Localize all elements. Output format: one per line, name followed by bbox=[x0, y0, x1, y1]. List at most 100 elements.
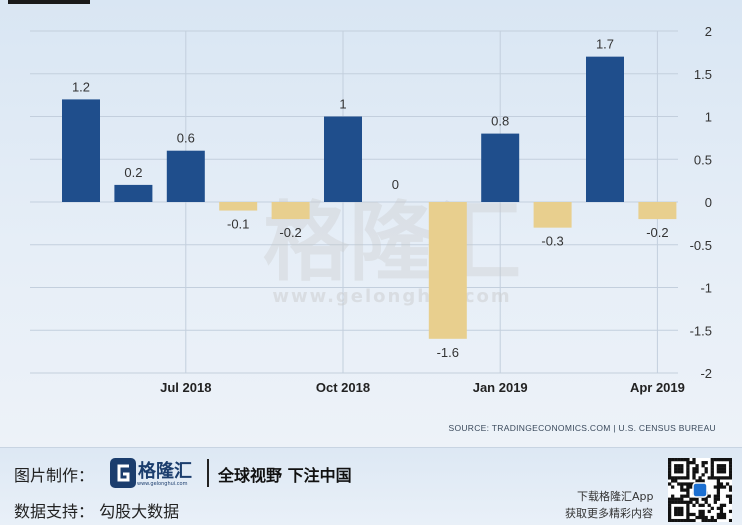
qr-module bbox=[689, 512, 693, 517]
x-tick-label: Jan 2019 bbox=[473, 380, 528, 395]
qr-module bbox=[680, 485, 684, 489]
footer-divider bbox=[207, 459, 209, 487]
qr-module bbox=[683, 500, 687, 504]
qr-module bbox=[686, 494, 690, 498]
x-tick-label: Oct 2018 bbox=[316, 380, 370, 395]
qr-module bbox=[719, 482, 724, 486]
qr-module bbox=[686, 512, 690, 517]
qr-module bbox=[671, 497, 675, 501]
qr-module bbox=[713, 497, 717, 501]
data-label: 0 bbox=[392, 177, 399, 192]
qr-module bbox=[686, 488, 690, 492]
qr-module bbox=[701, 473, 705, 477]
qr-module bbox=[674, 470, 678, 474]
qr-module bbox=[701, 464, 705, 468]
qr-module bbox=[719, 509, 724, 514]
qr-module bbox=[707, 518, 711, 522]
qr-module bbox=[668, 464, 672, 468]
qr-center-logo bbox=[692, 482, 708, 498]
qr-module bbox=[683, 476, 687, 480]
qr-module bbox=[704, 518, 708, 522]
qr-module bbox=[692, 512, 696, 517]
qr-module bbox=[716, 467, 721, 471]
qr-code-icon[interactable] bbox=[668, 458, 732, 522]
data-support-label: 数据支持： 勾股大数据 bbox=[14, 502, 180, 521]
y-axis-ticks: 2 1.5 1 0.5 0 -0.5 -1 -1.5 -2 bbox=[690, 24, 712, 381]
qr-module bbox=[692, 497, 696, 501]
qr-module bbox=[686, 515, 690, 520]
qr-module bbox=[719, 512, 724, 517]
app-download-text: 下载格隆汇App bbox=[577, 490, 654, 503]
qr-module bbox=[719, 464, 724, 468]
qr-module bbox=[716, 488, 721, 492]
source-note: SOURCE: TRADINGECONOMICS.COM | U.S. CENS… bbox=[448, 423, 716, 433]
qr-module bbox=[671, 485, 675, 489]
qr-module bbox=[707, 503, 711, 507]
qr-module bbox=[707, 494, 711, 498]
data-label: -0.1 bbox=[227, 217, 249, 232]
qr-module bbox=[674, 467, 678, 471]
footer: 图片制作： 格隆汇 www.gelonghui.com 全球视野 下注中国 数据… bbox=[0, 447, 742, 525]
qr-module bbox=[677, 518, 681, 522]
qr-module bbox=[713, 500, 717, 504]
qr-module bbox=[722, 485, 727, 489]
qr-module bbox=[686, 503, 690, 507]
qr-module bbox=[674, 500, 678, 504]
bar bbox=[114, 184, 153, 202]
qr-module bbox=[701, 509, 705, 514]
qr-module bbox=[710, 470, 714, 474]
qr-module bbox=[668, 470, 672, 474]
x-tick-label: Jul 2018 bbox=[160, 380, 211, 395]
y-tick-label: -2 bbox=[700, 366, 712, 381]
qr-module bbox=[677, 482, 681, 486]
qr-module bbox=[677, 470, 681, 474]
qr-module bbox=[713, 518, 717, 522]
qr-module bbox=[695, 497, 699, 501]
qr-module bbox=[686, 473, 690, 477]
qr-module bbox=[680, 464, 684, 468]
qr-module bbox=[668, 503, 672, 507]
x-tick-label: Apr 2019 bbox=[630, 380, 685, 395]
qr-module bbox=[701, 515, 705, 520]
brand-name: 格隆汇 bbox=[138, 461, 192, 482]
qr-module bbox=[689, 482, 693, 486]
qr-module bbox=[686, 500, 690, 504]
qr-module bbox=[704, 515, 708, 520]
qr-module bbox=[689, 497, 693, 501]
qr-module bbox=[674, 509, 678, 514]
data-label: 1.7 bbox=[596, 37, 614, 52]
qr-module bbox=[680, 458, 684, 462]
qr-module bbox=[716, 464, 721, 468]
qr-module bbox=[692, 470, 696, 474]
qr-module bbox=[695, 515, 699, 520]
qr-module bbox=[722, 464, 727, 468]
data-label: 0.6 bbox=[177, 131, 195, 146]
qr-module bbox=[719, 503, 724, 507]
qr-module bbox=[695, 470, 699, 474]
qr-module bbox=[713, 494, 717, 498]
qr-module bbox=[692, 518, 696, 522]
qr-module bbox=[719, 458, 724, 462]
qr-module bbox=[680, 467, 684, 471]
qr-module bbox=[719, 515, 724, 520]
qr-module bbox=[689, 461, 693, 465]
qr-module bbox=[689, 485, 693, 489]
qr-module bbox=[722, 467, 727, 471]
data-label: -0.2 bbox=[646, 225, 668, 240]
qr-module bbox=[692, 473, 696, 477]
qr-module bbox=[698, 509, 702, 514]
y-tick-label: -0.5 bbox=[690, 238, 712, 253]
data-label: 0.8 bbox=[491, 114, 509, 129]
qr-module bbox=[728, 497, 732, 501]
qr-module bbox=[728, 464, 732, 468]
bar bbox=[324, 116, 362, 202]
x-axis-ticks: Jul 2018 Oct 2018 Jan 2019 Apr 2019 bbox=[160, 380, 685, 395]
qr-module bbox=[674, 506, 678, 511]
qr-module bbox=[686, 464, 690, 468]
qr-module bbox=[716, 494, 721, 498]
y-tick-label: 0.5 bbox=[694, 152, 712, 167]
bar bbox=[219, 202, 258, 211]
qr-module bbox=[671, 476, 675, 480]
qr-module bbox=[704, 470, 708, 474]
qr-module bbox=[728, 458, 732, 462]
